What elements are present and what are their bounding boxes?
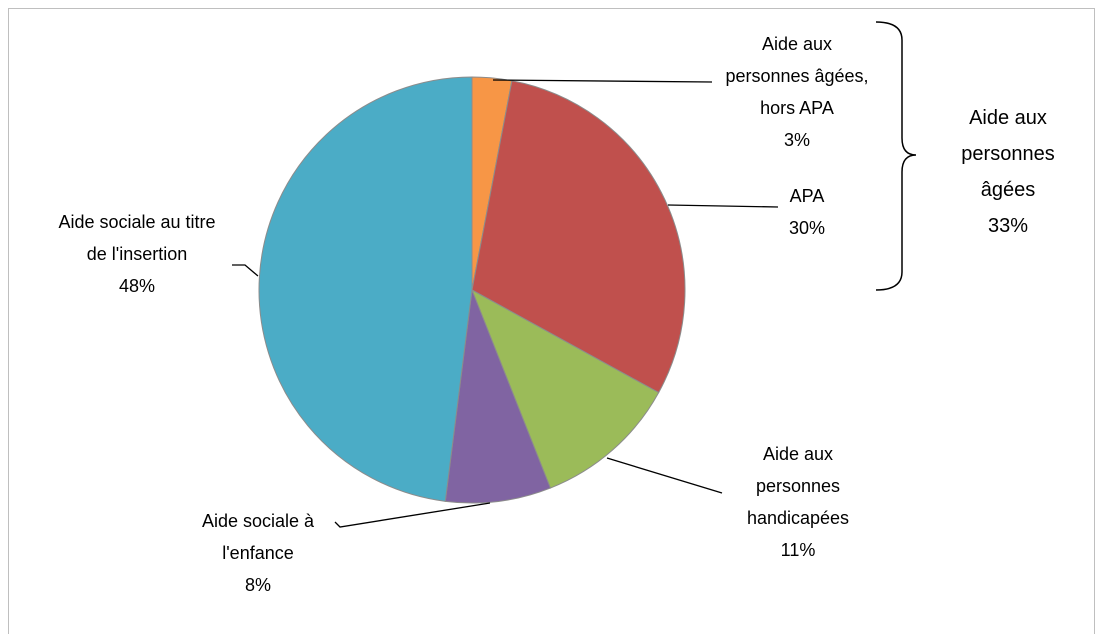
brace	[875, 21, 917, 291]
frame	[8, 8, 1095, 634]
value-label: 11%	[780, 540, 816, 560]
slice-label: Aide sociale au titre de l'insertion 48%	[52, 206, 222, 302]
value-label: 48%	[118, 276, 156, 296]
slice-label: Aide sociale à l'enfance 8%	[188, 505, 328, 601]
leader-line	[334, 502, 491, 528]
value-label: 30%	[788, 218, 826, 238]
value-label: 8%	[244, 575, 271, 595]
annotation-text: Aide aux personnes âgées	[961, 107, 1055, 201]
pie-slice	[471, 288, 660, 489]
slice-label: Aide aux personnes handicapées 11%	[733, 438, 863, 566]
leader-line	[606, 457, 723, 494]
slice-label: APA 30%	[762, 180, 852, 244]
leader-line	[667, 204, 779, 208]
leader-line	[492, 79, 713, 83]
category-label: APA	[789, 186, 825, 206]
slice-label: Aide aux personnes âgées, hors APA 3%	[722, 28, 872, 156]
pie-slice	[444, 289, 552, 504]
value-label: 3%	[783, 130, 810, 150]
category-label: Aide aux personnes âgées, hors APA	[725, 34, 869, 118]
category-label: Aide aux personnes handicapées	[746, 444, 850, 528]
pie-slice	[258, 76, 473, 502]
annotation: Aide aux personnes âgées 33%	[943, 100, 1073, 244]
annotation-value: 33%	[987, 215, 1029, 237]
leader-line	[232, 264, 259, 277]
pie-slice	[471, 80, 686, 394]
category-label: Aide sociale au titre de l'insertion	[58, 212, 216, 264]
category-label: Aide sociale à l'enfance	[201, 511, 315, 563]
